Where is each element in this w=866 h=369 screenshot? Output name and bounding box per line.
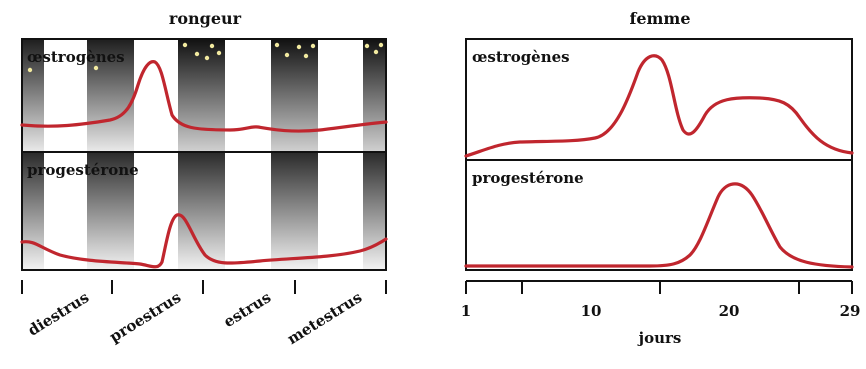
phase-diestrus: diestrus [25,288,93,339]
rodent-frame [21,38,387,271]
band-bot-5 [363,152,386,270]
phase-metestrus: metestrus [284,288,365,348]
woman-x-axis [465,280,853,294]
phase-proestrus: proestrus [106,288,184,346]
woman-progesterone-curve [464,182,854,269]
band-top-2 [87,39,134,151]
x-axis-label: jours [637,329,682,347]
woman-title: femme [629,9,690,28]
rodent-title: rongeur [169,9,242,28]
rodent-progesterone-curve [20,213,388,269]
band-bot-4 [271,152,318,270]
band-top-4 [271,39,318,151]
rodent-phase-ticks [21,280,387,294]
phase-estrus: estrus [220,288,274,331]
woman-progesterone-label: progestérone [472,169,584,187]
band-top-3 [178,39,225,151]
woman-frame [465,38,853,271]
x-tick-20: 20 [719,302,740,320]
rodent-progesterone-label: progestérone [27,161,139,179]
rodent-estrogen-label: œstrogènes [27,48,125,66]
band-bot-2 [87,152,134,270]
x-tick-1: 1 [461,302,471,320]
woman-estrogen-curve [464,54,854,158]
x-tick-29: 29 [840,302,861,320]
woman-estrogen-label: œstrogènes [472,48,570,66]
x-tick-10: 10 [581,302,602,320]
band-top-5 [363,39,386,151]
rodent-estrogen-curve [20,60,388,133]
rodent-bands [22,39,386,270]
night-stars [27,42,384,73]
band-top-1 [22,39,44,151]
